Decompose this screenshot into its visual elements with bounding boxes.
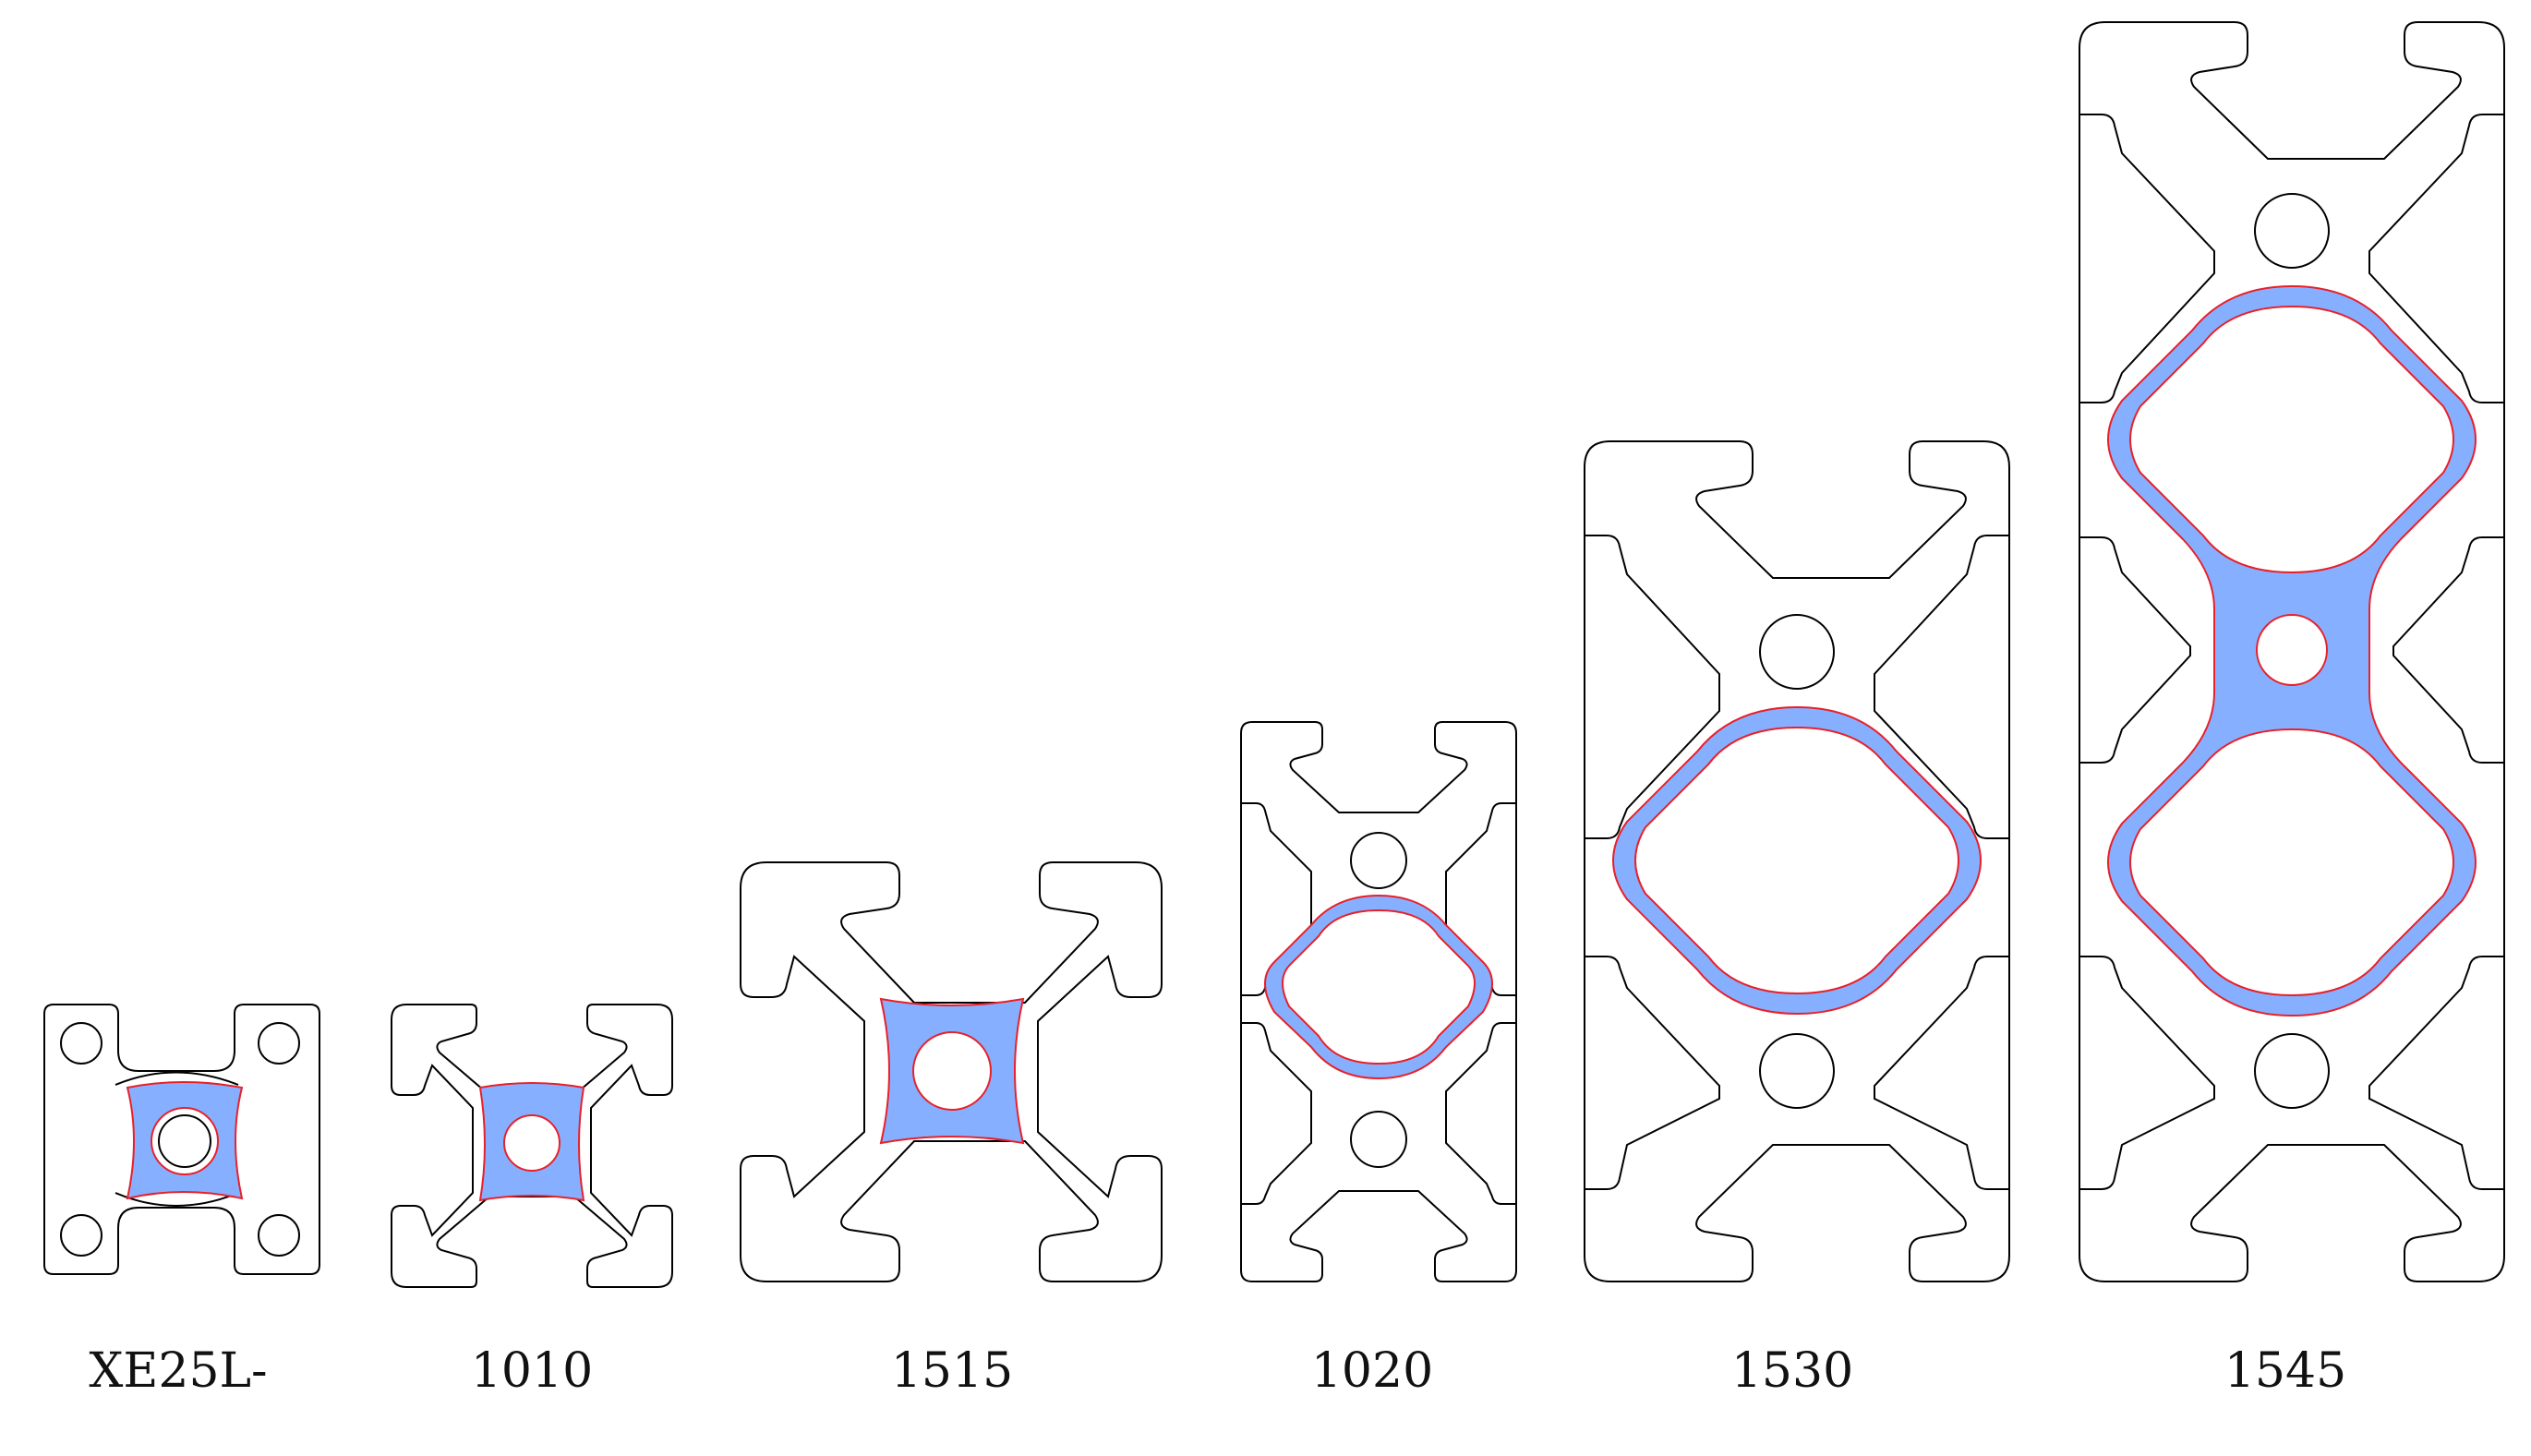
end-hole [2254, 1033, 2330, 1109]
profile-label-xe25l: XE25L- [89, 1343, 267, 1399]
side-notch [1241, 1022, 1312, 1205]
side-notch [1445, 1022, 1516, 1205]
core-hole [151, 1107, 219, 1175]
end-hole [1350, 1111, 1407, 1168]
core-ring [1264, 894, 1493, 1080]
profile-outline [2079, 21, 2505, 1282]
side-notch [1585, 535, 1720, 839]
core-hole [503, 1114, 560, 1172]
side-notch [2368, 956, 2504, 1190]
side-notch [1874, 956, 2009, 1190]
end-hole [1759, 614, 1835, 690]
core-hole [2256, 614, 2328, 686]
profile-xe25l [43, 1004, 320, 1275]
profile-outline [740, 861, 1163, 1282]
corner-hole [258, 1022, 300, 1065]
side-notch [1874, 535, 2009, 839]
corner-hole [258, 1214, 300, 1257]
profile-outline [1584, 440, 2010, 1282]
end-hole [2254, 193, 2330, 269]
side-notch [2079, 956, 2215, 1190]
core-hole [912, 1031, 992, 1111]
profile-outline [391, 1004, 673, 1288]
profile-outline [43, 1004, 320, 1275]
side-notch [2368, 114, 2504, 403]
profile-1010 [391, 1004, 673, 1288]
corner-hole [60, 1022, 102, 1065]
side-notch [1445, 802, 1516, 996]
side-notch [2079, 536, 2191, 764]
core-ring [1612, 705, 1982, 1016]
profile-1545 [2079, 21, 2505, 1282]
profile-1530 [1584, 440, 2010, 1282]
side-notch [2079, 114, 2215, 403]
end-hole [1350, 832, 1407, 889]
side-notch [2392, 536, 2504, 764]
profile-1020 [1240, 721, 1517, 1282]
profile-label-1530: 1530 [1731, 1343, 1853, 1399]
corner-hole [60, 1214, 102, 1257]
profile-label-1515: 1515 [891, 1343, 1013, 1399]
side-notch [1585, 956, 1720, 1190]
side-notch [1241, 802, 1312, 996]
profile-label-1545: 1545 [2224, 1343, 2346, 1399]
profile-label-1010: 1010 [471, 1343, 593, 1399]
side-slot [114, 1071, 239, 1086]
end-hole [1759, 1033, 1835, 1109]
profile-label-1020: 1020 [1311, 1343, 1433, 1399]
profile-1515 [740, 861, 1163, 1282]
profile-outline [1240, 721, 1517, 1282]
core-hole-inner [158, 1114, 211, 1168]
